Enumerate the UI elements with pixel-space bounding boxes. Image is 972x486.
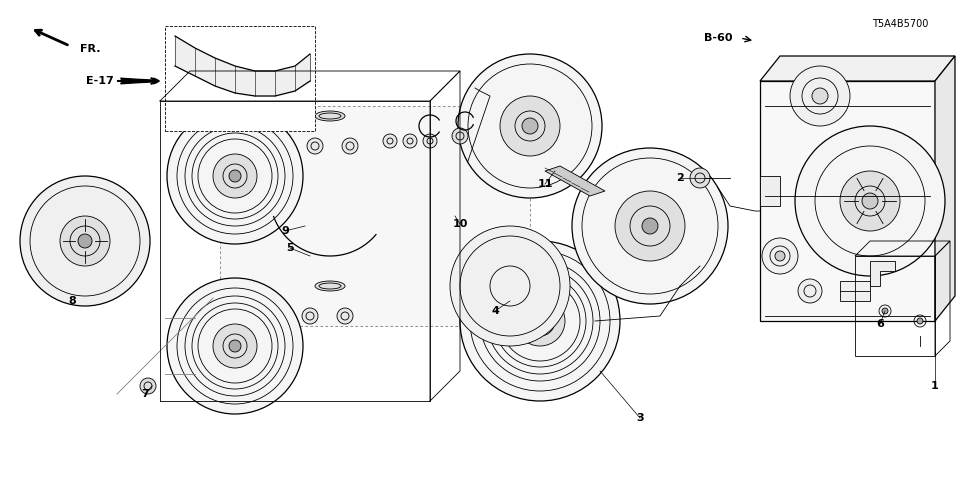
- Bar: [220, 106, 530, 326]
- Circle shape: [812, 88, 828, 104]
- Text: 6: 6: [876, 319, 884, 329]
- Circle shape: [342, 138, 358, 154]
- Circle shape: [213, 154, 257, 198]
- Circle shape: [213, 324, 257, 368]
- Circle shape: [450, 226, 570, 346]
- Bar: [855, 256, 935, 356]
- Text: 7: 7: [141, 389, 149, 399]
- Polygon shape: [870, 261, 895, 286]
- Text: 9: 9: [281, 226, 289, 236]
- Circle shape: [522, 118, 538, 134]
- Text: T5A4B5700: T5A4B5700: [872, 19, 928, 29]
- Circle shape: [515, 296, 565, 346]
- Circle shape: [458, 54, 602, 198]
- Text: 1: 1: [931, 381, 939, 391]
- Bar: [165, 26, 315, 131]
- Polygon shape: [760, 56, 955, 81]
- Circle shape: [229, 340, 241, 352]
- Bar: [760, 81, 935, 321]
- Text: 11: 11: [538, 179, 553, 189]
- Circle shape: [642, 218, 658, 234]
- Circle shape: [383, 134, 397, 148]
- Circle shape: [615, 191, 685, 261]
- Circle shape: [690, 168, 710, 188]
- Bar: [840, 281, 870, 301]
- Polygon shape: [545, 166, 605, 196]
- Circle shape: [840, 171, 900, 231]
- Circle shape: [167, 108, 303, 244]
- Circle shape: [762, 238, 798, 274]
- Text: FR.: FR.: [80, 44, 100, 54]
- Circle shape: [78, 234, 92, 248]
- Circle shape: [307, 138, 323, 154]
- Circle shape: [882, 308, 888, 314]
- Circle shape: [167, 278, 303, 414]
- Text: 2: 2: [677, 173, 684, 183]
- Circle shape: [302, 308, 318, 324]
- Text: 10: 10: [452, 219, 468, 229]
- Bar: [760, 176, 780, 206]
- Circle shape: [572, 148, 728, 304]
- Circle shape: [532, 313, 548, 329]
- Circle shape: [917, 318, 923, 324]
- Text: 4: 4: [491, 306, 499, 316]
- Circle shape: [795, 126, 945, 276]
- Circle shape: [20, 176, 150, 306]
- Circle shape: [775, 251, 785, 261]
- Circle shape: [140, 378, 156, 394]
- Text: 3: 3: [637, 413, 643, 423]
- Text: B-60: B-60: [704, 33, 732, 43]
- Circle shape: [60, 216, 110, 266]
- Text: E-17: E-17: [87, 76, 114, 86]
- Circle shape: [403, 134, 417, 148]
- Circle shape: [500, 96, 560, 156]
- Circle shape: [862, 193, 878, 209]
- Circle shape: [452, 128, 468, 144]
- Ellipse shape: [315, 111, 345, 121]
- Circle shape: [798, 279, 822, 303]
- Circle shape: [423, 134, 437, 148]
- Circle shape: [337, 308, 353, 324]
- Text: 5: 5: [286, 243, 294, 253]
- Polygon shape: [935, 56, 955, 321]
- Text: 8: 8: [68, 296, 76, 306]
- Circle shape: [460, 241, 620, 401]
- Circle shape: [790, 66, 850, 126]
- Circle shape: [229, 170, 241, 182]
- Ellipse shape: [315, 281, 345, 291]
